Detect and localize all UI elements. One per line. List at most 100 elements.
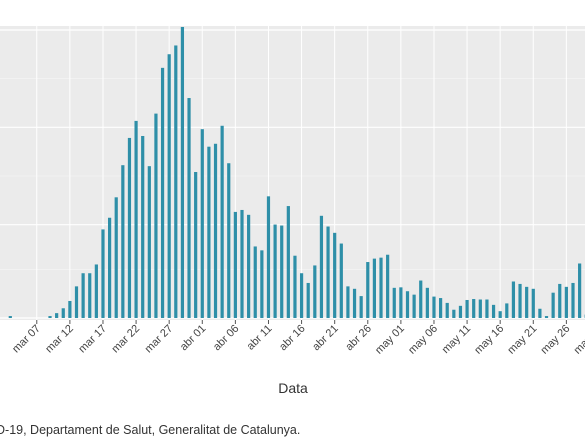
bar	[352, 288, 357, 318]
bar	[227, 163, 231, 318]
bar	[108, 217, 112, 318]
x-tick-label: mar 22	[109, 323, 142, 356]
bar	[253, 246, 257, 318]
bars	[8, 26, 585, 319]
bar	[286, 206, 290, 318]
bar	[366, 262, 370, 318]
bar	[154, 113, 158, 318]
bar	[439, 298, 443, 318]
bar	[558, 283, 562, 318]
x-tick-label: may 11	[440, 323, 473, 356]
bar	[392, 287, 396, 318]
x-tick-label: mar 12	[43, 323, 76, 356]
bar	[121, 165, 125, 318]
bar	[213, 143, 218, 318]
bar	[306, 282, 310, 318]
x-tick-label: mar 17	[76, 323, 109, 356]
bar	[333, 232, 337, 318]
source-note: D-19, Departament de Salut, Generalitat …	[0, 423, 301, 437]
bar	[266, 196, 271, 318]
x-ticks: mar 07 mar 12 mar 17 mar 22 mar 27 abr 01 abr …	[10, 320, 585, 357]
x-tick-label: may 06	[406, 323, 440, 357]
bar	[207, 146, 211, 318]
bar	[174, 45, 178, 318]
bar	[564, 286, 568, 318]
bar	[247, 214, 251, 318]
bar	[319, 215, 324, 318]
bar	[81, 273, 85, 318]
bar	[518, 283, 522, 318]
bar	[94, 264, 98, 318]
bar	[55, 313, 59, 318]
bar	[127, 137, 132, 318]
x-tick-label: abr 26	[343, 323, 374, 354]
bar	[571, 282, 575, 318]
bar	[147, 166, 151, 318]
bar	[405, 291, 410, 318]
bar	[458, 305, 463, 318]
x-tick-label: abr 16	[277, 323, 308, 354]
x-tick-label: may 31	[572, 323, 585, 357]
bar	[399, 287, 403, 318]
bar	[478, 299, 482, 318]
bar	[372, 258, 376, 318]
x-tick-label: abr 01	[178, 323, 209, 354]
bar	[260, 250, 264, 318]
bar	[313, 265, 317, 318]
bar	[240, 209, 244, 318]
bar	[339, 243, 343, 318]
bar	[485, 299, 489, 318]
bar	[505, 303, 509, 318]
bar	[180, 26, 185, 318]
x-tick-label: mar 27	[143, 323, 176, 356]
bar	[578, 263, 582, 318]
bar	[511, 281, 516, 318]
x-tick-label: may 01	[373, 323, 407, 357]
bar	[74, 286, 79, 318]
bar	[465, 299, 469, 318]
bar	[531, 288, 535, 318]
bar	[48, 316, 52, 318]
x-tick-label: may 21	[505, 323, 539, 357]
bar	[68, 300, 72, 318]
bar	[114, 197, 118, 318]
bar	[8, 316, 12, 318]
bar	[88, 273, 92, 318]
bar	[432, 296, 436, 318]
bar	[233, 211, 237, 318]
bar	[167, 54, 171, 318]
bar	[445, 302, 449, 318]
bar	[187, 98, 191, 318]
bar	[194, 172, 198, 318]
bar	[425, 287, 429, 318]
bar	[160, 67, 165, 318]
bar	[220, 125, 224, 319]
bar	[472, 299, 476, 318]
plot-panel	[0, 26, 585, 320]
bar	[326, 226, 330, 318]
x-tick-label: abr 21	[310, 323, 341, 354]
bar	[498, 311, 502, 318]
x-tick-label: may 26	[539, 323, 573, 357]
bar	[538, 308, 542, 318]
chart: mar 07 mar 12 mar 17 mar 22 mar 27 abr 01 abr …	[0, 26, 585, 396]
bar	[273, 224, 277, 318]
bar	[544, 316, 549, 318]
bar	[134, 120, 138, 319]
bar	[299, 273, 304, 318]
x-tick-label: may 16	[472, 323, 506, 357]
bar	[141, 135, 145, 318]
bar	[452, 309, 456, 318]
bar	[280, 225, 284, 318]
bar	[386, 254, 390, 318]
x-axis-label: Data	[278, 380, 308, 396]
x-tick-label: abr 11	[245, 323, 275, 353]
bar	[419, 280, 423, 318]
bar	[551, 292, 555, 318]
bar	[491, 304, 496, 318]
bar	[359, 296, 363, 318]
x-tick-label: abr 06	[211, 323, 242, 354]
x-tick-label: mar 07	[10, 323, 43, 356]
bar	[379, 257, 383, 318]
bar	[412, 294, 416, 318]
